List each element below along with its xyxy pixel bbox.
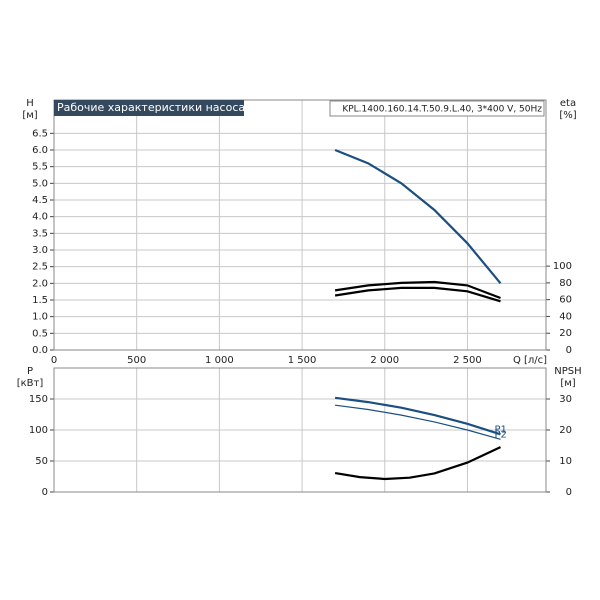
y-tick-label: 5.0 xyxy=(32,178,48,189)
y2-axis-unit: [%] xyxy=(559,110,576,121)
plot-frame xyxy=(53,99,547,351)
curve xyxy=(334,286,501,303)
y-tick-label: 50 xyxy=(35,456,48,467)
y-tick-label: 3.5 xyxy=(32,228,48,239)
y-tick-label: 3.0 xyxy=(32,245,48,256)
y2-axis-label: NPSH xyxy=(554,366,581,377)
y-tick-label: 6.0 xyxy=(32,145,48,156)
curve xyxy=(334,396,501,436)
y-tick-label: 6.5 xyxy=(32,128,48,139)
y-tick-label: 150 xyxy=(29,394,48,405)
y2-axis-unit: [м] xyxy=(560,378,575,389)
x-axis-label: Q [л/с] xyxy=(513,355,547,366)
y2-tick-label: 30 xyxy=(559,394,572,405)
y2-tick-label: 0 xyxy=(566,345,572,356)
x-tick-label: 2 500 xyxy=(453,355,482,366)
x-tick-label: 500 xyxy=(127,355,146,366)
curve xyxy=(335,404,501,440)
curve-label: P2 xyxy=(495,429,507,440)
curve-label: P1 xyxy=(495,424,507,435)
y-tick-label: 1.0 xyxy=(32,312,48,323)
y-tick-label: 2.5 xyxy=(32,262,48,273)
y2-tick-label: 100 xyxy=(553,261,572,272)
curve xyxy=(334,446,501,481)
y-axis-unit: [кВт] xyxy=(17,378,44,389)
y2-axis-label: eta xyxy=(560,98,576,109)
x-tick-label: 1 500 xyxy=(288,355,317,366)
x-tick-label: 2 000 xyxy=(370,355,399,366)
title-box xyxy=(54,100,244,116)
y-tick-label: 0.0 xyxy=(32,345,48,356)
x-tick-label: 1 000 xyxy=(205,355,234,366)
chart-title: Рабочие характеристики насоса xyxy=(57,101,245,114)
plot-frame xyxy=(53,367,547,493)
y2-tick-label: 10 xyxy=(559,456,572,467)
y-axis-label: H xyxy=(26,98,34,109)
chart-subtitle: KPL.1400.160.14.T.50.9.L.40, 3*400 V, 50… xyxy=(342,105,542,115)
y2-tick-label: 60 xyxy=(559,295,572,306)
y-tick-label: 4.0 xyxy=(32,212,48,223)
y-tick-label: 100 xyxy=(29,425,48,436)
curve xyxy=(334,280,501,300)
y-tick-label: 0.5 xyxy=(32,328,48,339)
y2-tick-label: 0 xyxy=(566,487,572,498)
y-axis-unit: [м] xyxy=(22,110,37,121)
y-tick-label: 4.5 xyxy=(32,195,48,206)
y-tick-label: 0 xyxy=(42,487,48,498)
y2-tick-label: 40 xyxy=(559,311,572,322)
y2-tick-label: 20 xyxy=(559,425,572,436)
y-tick-label: 5.5 xyxy=(32,162,48,173)
y2-tick-label: 20 xyxy=(559,328,572,339)
y-tick-label: 2.0 xyxy=(32,278,48,289)
subtitle-box xyxy=(329,100,545,117)
curve xyxy=(334,148,502,285)
y-tick-label: 1.5 xyxy=(32,295,48,306)
y-axis-label: P xyxy=(27,366,33,377)
x-tick-label: 0 xyxy=(51,355,57,366)
y2-tick-label: 80 xyxy=(559,278,572,289)
